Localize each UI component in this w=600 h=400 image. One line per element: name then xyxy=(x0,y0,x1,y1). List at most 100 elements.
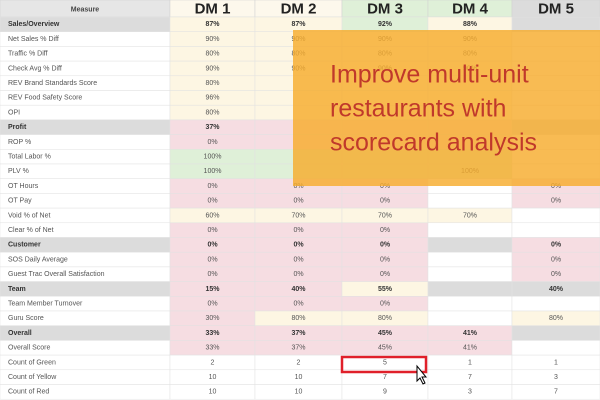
measure-label: Guru Score xyxy=(8,315,44,322)
cell-value: 40% xyxy=(291,286,306,293)
value-cell xyxy=(511,222,600,238)
cell-value: 0% xyxy=(551,271,561,278)
cell-value: 0% xyxy=(551,256,561,263)
overlay-line: restaurants with xyxy=(330,95,506,123)
value-cell xyxy=(427,281,513,297)
value-cell xyxy=(511,296,600,312)
cell-value: 80% xyxy=(549,315,563,322)
cell-value: 37% xyxy=(205,124,220,131)
cell-value: 0% xyxy=(551,242,562,249)
column-header: Measure xyxy=(71,6,100,13)
cell-value: 70% xyxy=(291,212,305,219)
cell-value: 70% xyxy=(463,212,477,219)
measure-label: ROP % xyxy=(8,139,31,146)
cell-value: 10 xyxy=(295,374,303,381)
cell-value: 7 xyxy=(554,389,558,396)
cell-value: 0% xyxy=(380,256,390,263)
value-cell xyxy=(511,16,600,32)
value-cell xyxy=(511,384,600,400)
label-cell xyxy=(0,104,171,121)
cell-value: 100% xyxy=(204,153,222,160)
column-header: DM 2 xyxy=(281,0,317,17)
cell-value: 0% xyxy=(380,242,391,249)
cell-value: 41% xyxy=(463,330,478,337)
measure-label: Check Avg % Diff xyxy=(8,65,62,72)
cell-value: 10 xyxy=(209,374,217,381)
cell-value: 88% xyxy=(463,21,478,28)
cell-value: 0% xyxy=(293,271,303,278)
cell-value: 90% xyxy=(205,65,219,72)
cell-value: 80% xyxy=(205,51,219,58)
cell-value: 0% xyxy=(551,198,561,205)
measure-label: Net Sales % Diff xyxy=(8,36,59,43)
cell-value: 10 xyxy=(209,389,217,396)
cell-value: 87% xyxy=(291,21,306,28)
measure-label: Traffic % Diff xyxy=(8,51,48,58)
measure-label: PLV % xyxy=(8,168,29,175)
cell-value: 40% xyxy=(549,286,564,293)
value-cell xyxy=(511,325,600,341)
measure-label: Void % of Net xyxy=(8,212,50,219)
cell-value: 0% xyxy=(207,198,217,205)
cell-value: 1 xyxy=(468,359,472,366)
cell-value: 10 xyxy=(295,389,303,396)
measure-label: Clear % of Net xyxy=(8,227,54,234)
cell-value: 3 xyxy=(468,389,472,396)
cell-value: 45% xyxy=(378,330,393,337)
value-cell xyxy=(427,237,513,253)
measure-label: Overall Score xyxy=(8,345,51,352)
cell-value: 0% xyxy=(293,242,304,249)
cell-value: 7 xyxy=(468,374,472,381)
cell-value: 0% xyxy=(293,300,303,307)
cell-value: 9 xyxy=(383,389,387,396)
cell-value: 37% xyxy=(291,345,305,352)
column-header: DM 1 xyxy=(195,0,231,17)
value-cell xyxy=(427,251,513,268)
measure-label: OT Pay xyxy=(8,198,32,205)
measure-label: OPI xyxy=(8,109,20,116)
cell-value: 30% xyxy=(205,315,219,322)
cell-value: 96% xyxy=(205,95,219,102)
cell-value: 7 xyxy=(383,374,387,381)
value-cell xyxy=(427,310,513,326)
cell-value: 0% xyxy=(207,227,217,234)
cell-value: 0% xyxy=(551,183,561,190)
cell-value: 3 xyxy=(554,374,558,381)
cell-value: 5 xyxy=(383,359,387,366)
cell-value: 33% xyxy=(205,330,220,337)
cell-value: 100% xyxy=(204,168,222,175)
cell-value: 0% xyxy=(207,300,217,307)
cell-value: 2 xyxy=(211,359,215,366)
cell-value: 0% xyxy=(293,198,303,205)
cell-value: 0% xyxy=(380,300,390,307)
measure-label: Count of Red xyxy=(8,389,49,396)
cell-value: 0% xyxy=(380,183,390,190)
value-cell xyxy=(427,193,513,209)
section-label: Sales/Overview xyxy=(8,21,60,28)
cell-value: 0% xyxy=(293,183,303,190)
column-header: DM 5 xyxy=(538,0,574,17)
cell-value: 41% xyxy=(463,345,477,352)
column-header: DM 4 xyxy=(452,0,488,17)
cell-value: 87% xyxy=(205,21,220,28)
overlay-line: Improve multi-unit xyxy=(330,61,529,89)
overlay-banner xyxy=(293,30,600,186)
section-label: Overall xyxy=(8,330,32,337)
measure-label: REV Food Safety Score xyxy=(8,95,82,102)
cell-value: 0% xyxy=(380,271,390,278)
measure-label: REV Brand Standards Score xyxy=(8,80,97,87)
cell-value: 33% xyxy=(205,345,219,352)
cell-value: 70% xyxy=(378,212,392,219)
section-label: Team xyxy=(8,286,26,293)
cell-value: 60% xyxy=(205,212,219,219)
cell-value: 0% xyxy=(207,256,217,263)
cell-value: 80% xyxy=(205,80,219,87)
measure-label: Count of Green xyxy=(8,359,56,366)
measure-label: SOS Daily Average xyxy=(8,256,68,263)
cell-value: 80% xyxy=(291,315,305,322)
cell-value: 0% xyxy=(207,183,217,190)
value-cell xyxy=(511,207,600,224)
measure-label: Count of Yellow xyxy=(8,374,57,381)
cell-value: 15% xyxy=(205,286,220,293)
